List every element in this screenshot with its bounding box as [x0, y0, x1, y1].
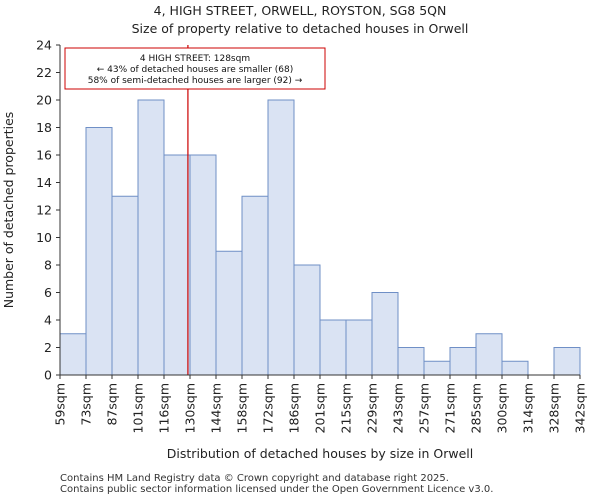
y-tick-label: 10	[36, 230, 52, 245]
y-tick-label: 16	[36, 148, 52, 163]
x-tick-label: 144sqm	[209, 383, 224, 433]
y-tick-label: 18	[36, 120, 52, 135]
bar-144sqm	[215, 250, 243, 376]
chart-title-block: 4, HIGH STREET, ORWELL, ROYSTON, SG8 5QN…	[0, 2, 600, 38]
annotation-box: 4 HIGH STREET: 128sqm ← 43% of detached …	[64, 47, 326, 90]
y-axis-label: Number of detached properties	[1, 112, 16, 309]
y-tick-label: 2	[44, 340, 52, 355]
footer-line-1: Contains HM Land Registry data © Crown c…	[60, 473, 449, 484]
bar-257sqm	[423, 360, 451, 376]
x-tick-label: 314sqm	[521, 383, 536, 433]
x-tick-label: 243sqm	[391, 383, 406, 433]
x-tick-label: 172sqm	[261, 383, 276, 433]
annotation-line-2: ← 43% of detached houses are smaller (68…	[97, 65, 294, 75]
chart-title-address: 4, HIGH STREET, ORWELL, ROYSTON, SG8 5QN	[153, 3, 447, 18]
y-tick-label: 22	[36, 65, 52, 80]
x-tick-label: 257sqm	[417, 383, 432, 433]
x-axis-label: Distribution of detached houses by size …	[167, 446, 473, 461]
y-tick-label: 20	[36, 93, 52, 108]
x-tick-label: 116sqm	[157, 383, 172, 433]
y-tick-label: 12	[36, 203, 52, 218]
x-tick-label: 229sqm	[365, 383, 380, 433]
footer-attribution: Contains HM Land Registry data © Crown c…	[60, 473, 493, 495]
bar-215sqm	[345, 319, 373, 376]
x-tick-label: 328sqm	[547, 383, 562, 433]
bar-201sqm	[319, 319, 347, 376]
y-tick-label: 4	[44, 313, 52, 328]
bar-186sqm	[293, 264, 321, 376]
annotation-line-1: 4 HIGH STREET: 128sqm	[140, 54, 250, 64]
x-tick-label: 342sqm	[573, 383, 588, 433]
x-tick-label: 285sqm	[469, 383, 484, 433]
x-tick-label: 215sqm	[339, 383, 354, 433]
x-tick-label: 59sqm	[53, 383, 68, 426]
x-tick-label: 271sqm	[443, 383, 458, 433]
bar-101sqm	[137, 99, 165, 376]
footer-line-2: Contains public sector information licen…	[60, 484, 494, 495]
bar-73sqm	[85, 127, 113, 376]
bar-300sqm	[501, 360, 529, 376]
annotation-border	[64, 47, 326, 90]
x-tick-label: 300sqm	[495, 383, 510, 433]
bar-243sqm	[397, 347, 425, 376]
x-tick-label: 130sqm	[183, 383, 198, 433]
x-tick-label: 186sqm	[287, 383, 302, 433]
x-tick-label: 201sqm	[313, 383, 328, 433]
bar-172sqm	[267, 99, 295, 376]
x-tick-label: 158sqm	[235, 383, 250, 433]
bar-229sqm	[371, 292, 399, 376]
bar-285sqm	[475, 333, 503, 376]
y-tick-label: 24	[36, 38, 52, 53]
bars-group	[59, 99, 581, 376]
y-tick-label: 6	[44, 285, 52, 300]
bar-130sqm	[189, 154, 217, 376]
bar-328sqm	[553, 347, 581, 376]
bar-59sqm	[59, 333, 87, 376]
y-tick-label: 8	[44, 258, 52, 273]
bar-158sqm	[241, 195, 269, 376]
y-tick-label: 0	[44, 368, 52, 383]
annotation-line-3: 58% of semi-detached houses are larger (…	[88, 76, 303, 86]
bar-87sqm	[111, 195, 139, 376]
bar-271sqm	[449, 347, 477, 376]
chart-title: Size of property relative to detached ho…	[131, 21, 469, 36]
x-tick-label: 101sqm	[131, 383, 146, 433]
bar-116sqm	[163, 154, 191, 376]
y-tick-label: 14	[36, 175, 52, 190]
x-tick-label: 87sqm	[105, 383, 120, 426]
x-tick-label: 73sqm	[79, 383, 94, 426]
